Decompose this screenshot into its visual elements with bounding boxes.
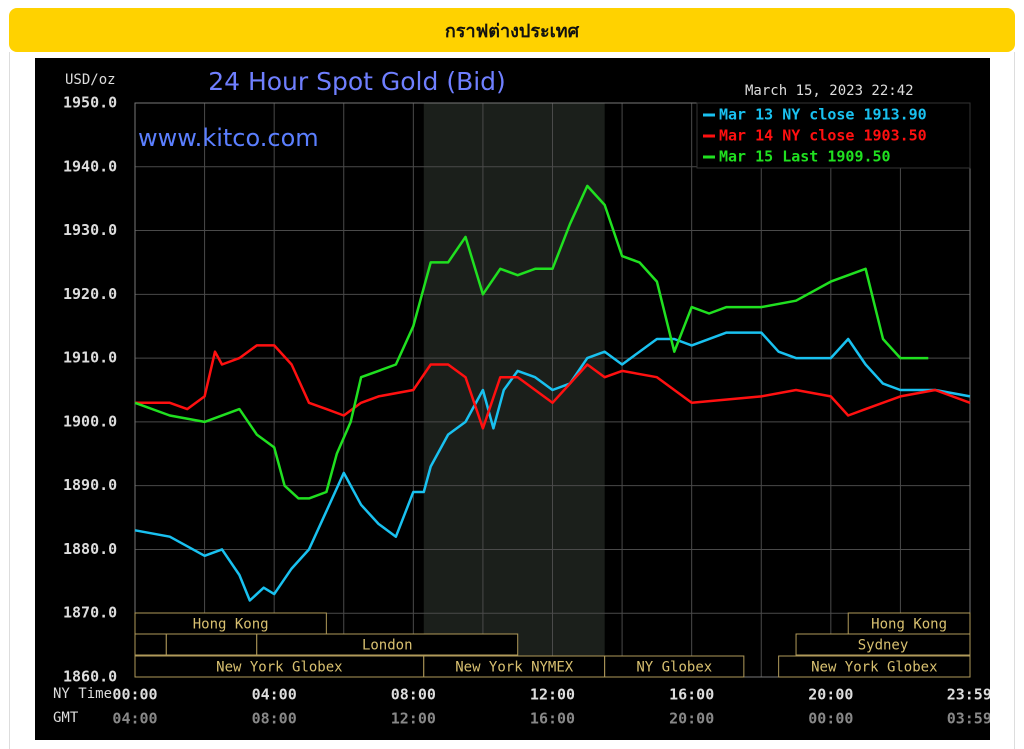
gmt-tick-label: 16:00 bbox=[530, 710, 575, 728]
session-box bbox=[795, 633, 971, 656]
gmt-tick-label: 20:00 bbox=[669, 710, 714, 728]
chart-title: 24 Hour Spot Gold (Bid) bbox=[208, 67, 506, 96]
session-box bbox=[165, 633, 258, 656]
series-line bbox=[134, 331, 971, 602]
session-label: Hong Kong bbox=[193, 617, 269, 633]
gmt-tick-label: 12:00 bbox=[391, 710, 436, 728]
legend-label: Mar 14 NY close 1903.50 bbox=[719, 127, 927, 145]
header-title: กราฟต่างประเทศ bbox=[444, 20, 580, 42]
legend-label: Mar 15 Last 1909.50 bbox=[719, 148, 891, 166]
y-tick-label: 1920.0 bbox=[63, 285, 117, 303]
session-label: NY Globex bbox=[636, 660, 712, 676]
y-tick-label: 1870.0 bbox=[63, 604, 117, 622]
x-tick-label: 23:59 bbox=[947, 686, 990, 704]
y-tick-label: 1930.0 bbox=[63, 221, 117, 239]
x-row-label: GMT bbox=[53, 710, 79, 726]
gmt-tick-label: 00:00 bbox=[808, 710, 853, 728]
shade bbox=[423, 103, 605, 677]
session-label: Sydney bbox=[858, 638, 909, 654]
watermark: www.kitco.com bbox=[138, 124, 319, 152]
session-label: London bbox=[362, 638, 413, 654]
gmt-tick-label: 03:59 bbox=[947, 710, 990, 728]
session-label: New York Globex bbox=[811, 660, 937, 676]
legend-label: Mar 13 NY close 1913.90 bbox=[719, 106, 927, 124]
legend-bg bbox=[696, 102, 971, 169]
timestamp: March 15, 2023 22:42 bbox=[745, 83, 914, 99]
gmt-tick-label: 08:00 bbox=[252, 710, 297, 728]
x-tick-label: 00:00 bbox=[112, 686, 157, 704]
series-line bbox=[134, 184, 929, 500]
panel bbox=[9, 52, 1015, 749]
y-axis-label: USD/oz bbox=[65, 72, 116, 88]
y-tick-label: 1880.0 bbox=[63, 540, 117, 558]
x-tick-label: 12:00 bbox=[530, 686, 575, 704]
x-row-label: NY Time bbox=[53, 686, 112, 702]
session-box bbox=[256, 633, 519, 656]
gmt-tick-label: 04:00 bbox=[112, 710, 157, 728]
y-tick-label: 1910.0 bbox=[63, 349, 117, 367]
y-tick-label: 1890.0 bbox=[63, 476, 117, 494]
session-box bbox=[604, 655, 745, 678]
x-tick-label: 16:00 bbox=[669, 686, 714, 704]
y-tick-label: 1950.0 bbox=[63, 94, 117, 112]
x-tick-label: 20:00 bbox=[808, 686, 853, 704]
x-tick-label: 08:00 bbox=[391, 686, 436, 704]
series-line bbox=[135, 344, 971, 430]
session-label: Hong Kong bbox=[871, 617, 947, 633]
header: กราฟต่างประเทศ bbox=[9, 8, 1015, 52]
session-label: New York Globex bbox=[216, 660, 342, 676]
session-box bbox=[778, 655, 971, 678]
session-label: New York NYMEX bbox=[455, 660, 574, 676]
y-tick-label: 1900.0 bbox=[63, 412, 117, 430]
chart: 24 Hour Spot Gold (Bid) USD/oz March 15,… bbox=[35, 58, 990, 740]
y-tick-label: 1860.0 bbox=[63, 668, 117, 686]
x-tick-label: 04:00 bbox=[252, 686, 297, 704]
y-tick-label: 1940.0 bbox=[63, 157, 117, 175]
session-box bbox=[134, 633, 167, 656]
